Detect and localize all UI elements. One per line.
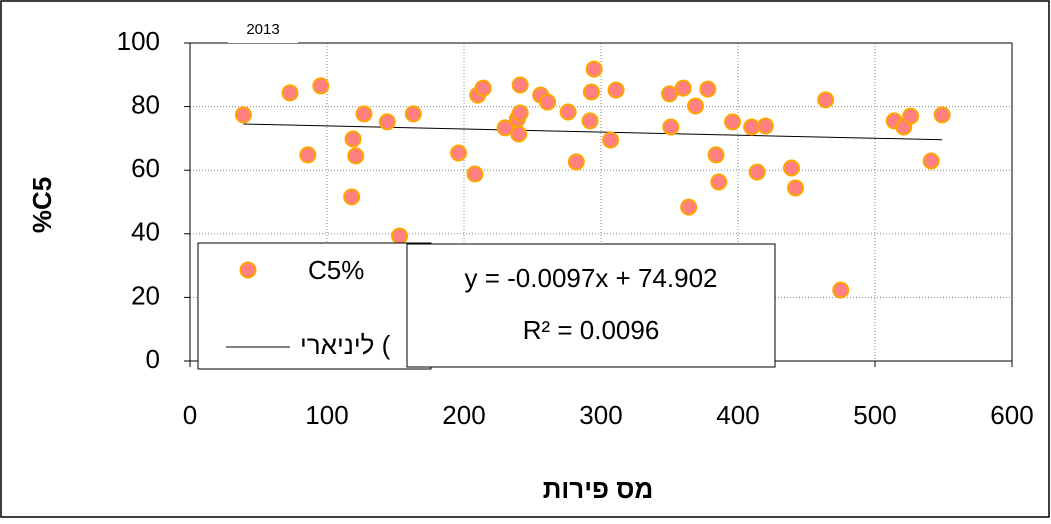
x-tick-label: 200 <box>442 400 485 430</box>
point <box>922 152 940 170</box>
point <box>585 60 603 78</box>
point <box>724 113 742 131</box>
x-axis-label: מס פירות <box>543 474 654 504</box>
point <box>539 93 557 111</box>
point <box>511 104 529 122</box>
point <box>466 165 484 183</box>
legend-box <box>197 242 432 370</box>
legend-marker <box>239 261 257 279</box>
point <box>281 84 299 102</box>
legend-label: ליניארי ( <box>300 330 391 360</box>
legend-label: C5% <box>308 255 364 285</box>
point <box>510 125 528 143</box>
point <box>559 103 577 121</box>
point <box>602 131 620 149</box>
x-tick-label: 0 <box>183 400 197 430</box>
point <box>299 146 317 164</box>
point <box>450 144 468 162</box>
trendline <box>243 123 943 141</box>
y-tick-label: 40 <box>131 217 160 247</box>
trend-r2: R² = 0.0096 <box>523 315 660 345</box>
point <box>474 79 492 97</box>
point <box>344 130 362 148</box>
point <box>391 227 409 245</box>
point <box>234 106 252 124</box>
point <box>378 113 396 131</box>
point <box>817 91 835 109</box>
point <box>707 146 725 164</box>
trend-equation: y = -0.0097x + 74.902 <box>465 263 718 293</box>
x-tick-label: 400 <box>716 400 759 430</box>
y-tick-label: 80 <box>131 89 160 119</box>
point <box>787 179 805 197</box>
point <box>511 76 529 94</box>
point <box>662 118 680 136</box>
point <box>404 105 422 123</box>
point <box>902 107 920 125</box>
point <box>680 198 698 216</box>
point <box>607 81 625 99</box>
x-tick-label: 300 <box>579 400 622 430</box>
point <box>567 153 585 171</box>
marks <box>234 60 951 299</box>
title-box <box>228 15 298 43</box>
point <box>581 112 599 130</box>
chart-title: 2013 <box>246 21 279 38</box>
point <box>355 105 373 123</box>
y-tick-label: 20 <box>131 280 160 310</box>
point <box>710 173 728 191</box>
point <box>687 97 705 115</box>
y-tick-label: 60 <box>131 153 160 183</box>
y-axis-label: %C5 <box>27 177 57 233</box>
point <box>699 80 717 98</box>
point <box>582 83 600 101</box>
equation-box <box>406 243 776 368</box>
x-tick-label: 500 <box>853 400 896 430</box>
y-tick-label: 100 <box>117 26 160 56</box>
point <box>832 281 850 299</box>
point <box>748 163 766 181</box>
point <box>782 159 800 177</box>
point <box>756 117 774 135</box>
x-tick-label: 600 <box>990 400 1033 430</box>
point <box>496 119 514 137</box>
point <box>933 106 951 124</box>
point <box>743 118 761 136</box>
point <box>674 79 692 97</box>
y-tick-label: 0 <box>146 344 160 374</box>
point <box>312 77 330 95</box>
x-tick-label: 100 <box>305 400 348 430</box>
point <box>347 147 365 165</box>
point <box>343 188 361 206</box>
